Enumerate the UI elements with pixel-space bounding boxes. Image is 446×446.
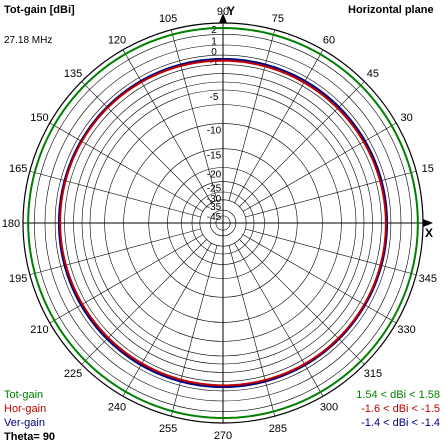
angle-tick-label: 180 [2,218,20,230]
grid-spoke [81,239,207,365]
radial-tick-label: -5 [210,92,219,103]
angle-tick-label: 60 [323,34,335,46]
frequency-label: 27.18 MHz [4,35,53,46]
angle-tick-label: 90 [217,6,229,18]
legend-range-hor-gain: -1.6 < dBi < -1.5 [361,403,440,415]
x-axis-arrow [423,219,433,227]
y-axis-label: Y [227,4,236,18]
grid-spoke [234,49,324,204]
angle-tick-label: 240 [108,402,126,414]
angle-tick-label: 30 [400,112,412,124]
gain-trace-ver-gain [57,57,389,389]
angle-tick-label: 45 [367,68,379,80]
grid-spoke [245,228,417,276]
grid-spoke [239,239,365,365]
legend-name-hor-gain: Hor-gain [4,403,47,415]
radial-tick-label: 2 [211,25,217,36]
angle-tick-label: 315 [364,368,382,380]
angle-tick-label: 255 [159,423,177,435]
grid-spoke [228,245,276,417]
plane-label: Horizontal plane [348,4,434,16]
legend-range-ver-gain: -1.4 < dBi < -1.4 [361,417,440,429]
angle-tick-label: 270 [214,430,232,442]
grid-spoke [170,245,218,417]
angle-tick-label: 135 [64,68,82,80]
grid-spoke [228,29,276,201]
grid-spoke [234,242,324,397]
grid-spoke [242,122,397,212]
y-axis-arrow [219,13,227,23]
radial-tick-label: -1 [210,57,219,68]
gain-trace-tot-gain [27,26,419,420]
theta-label: Theta= 90 [4,431,56,443]
angle-tick-label: 15 [422,163,434,175]
angle-tick-label: 165 [9,163,27,175]
grid-spoke [29,170,201,218]
grid-spoke [49,234,204,324]
radial-tick-label: -10 [207,126,222,137]
x-axis-label: X [425,226,434,240]
angle-tick-label: 75 [272,13,284,25]
radial-tick-label: -45 [207,212,222,223]
grid-spoke [29,228,201,276]
radial-tick-label: -35 [207,202,222,213]
grid-spoke [239,81,365,207]
plot-title: Tot-gain [dBi] [4,4,75,16]
gain-trace-hor-gain [59,59,387,387]
grid-spoke [49,122,204,212]
angle-tick-label: 150 [30,112,48,124]
angle-tick-label: 345 [419,273,437,285]
angle-tick-label: 285 [269,423,287,435]
grid-spoke [122,242,212,397]
legend-name-tot-gain: Tot-gain [4,389,44,401]
radial-tick-label: -25 [207,184,222,195]
legend-name-ver-gain: Ver-gain [4,417,45,429]
grid-spoke [122,49,212,204]
radial-tick-label: 1 [211,36,217,47]
grid-spoke [245,170,417,218]
radial-tick-label: 0 [211,47,217,58]
angle-tick-label: 225 [64,368,82,380]
angle-tick-label: 120 [108,34,126,46]
grid-spoke [81,81,207,207]
grid-spoke [242,234,397,324]
grid-spoke [170,29,218,201]
radial-tick-label: -20 [207,170,222,181]
angle-tick-label: 210 [30,324,48,336]
angle-tick-label: 195 [9,273,27,285]
angle-tick-label: 300 [320,402,338,414]
legend-range-tot-gain: 1.54 < dBi < 1.58 [356,389,440,401]
radial-tick-label: -30 [207,194,222,205]
angle-tick-label: 330 [397,324,415,336]
radial-tick-label: -15 [207,151,222,162]
angle-tick-label: 105 [159,13,177,25]
